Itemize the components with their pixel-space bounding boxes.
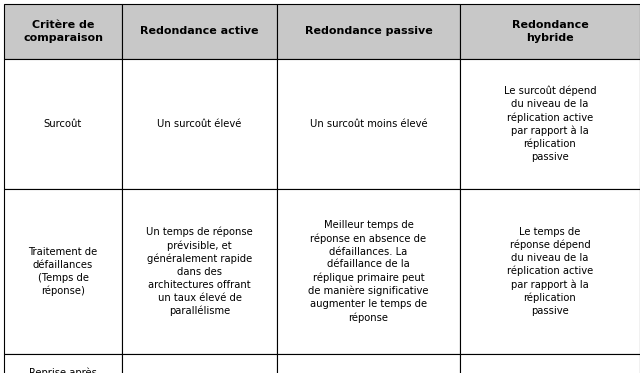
Text: Le surcoût dépend
du niveau de la
réplication active
par rapport à la
réplicatio: Le surcoût dépend du niveau de la réplic…	[504, 86, 596, 162]
Bar	[460, 4, 640, 59]
Bar	[277, 189, 460, 354]
Text: Redondance active: Redondance active	[140, 26, 259, 37]
Bar	[122, 354, 277, 373]
Bar	[4, 59, 122, 189]
Text: Redondance passive: Redondance passive	[305, 26, 433, 37]
Text: Un temps de réponse
prévisible, et
généralement rapide
dans des
architectures of: Un temps de réponse prévisible, et génér…	[146, 227, 253, 316]
Text: Traitement de
défaillances
(Temps de
réponse): Traitement de défaillances (Temps de rép…	[28, 247, 98, 296]
Text: Critère de
comparaison: Critère de comparaison	[23, 20, 103, 43]
Bar	[4, 354, 122, 373]
Text: Un surcoût moins élevé: Un surcoût moins élevé	[310, 119, 428, 129]
Bar	[277, 354, 460, 373]
Bar	[122, 189, 277, 354]
Bar	[277, 59, 460, 189]
Text: Un surcoût élevé: Un surcoût élevé	[157, 119, 242, 129]
Text: Redondance
hybride: Redondance hybride	[511, 20, 588, 43]
Bar	[122, 59, 277, 189]
Text: Le temps de
réponse dépend
du niveau de la
réplication active
par rapport à la
r: Le temps de réponse dépend du niveau de …	[507, 227, 593, 316]
Bar	[277, 4, 460, 59]
Bar	[122, 4, 277, 59]
Bar	[460, 354, 640, 373]
Text: Surcoût: Surcoût	[44, 119, 82, 129]
Bar	[460, 189, 640, 354]
Text: Meilleur temps de
réponse en absence de
défaillances. La
défaillance de la
répli: Meilleur temps de réponse en absence de …	[308, 220, 429, 323]
Bar	[4, 189, 122, 354]
Text: Reprise après
défaillance: Reprise après défaillance	[29, 367, 97, 373]
Bar	[4, 4, 122, 59]
Bar	[460, 59, 640, 189]
